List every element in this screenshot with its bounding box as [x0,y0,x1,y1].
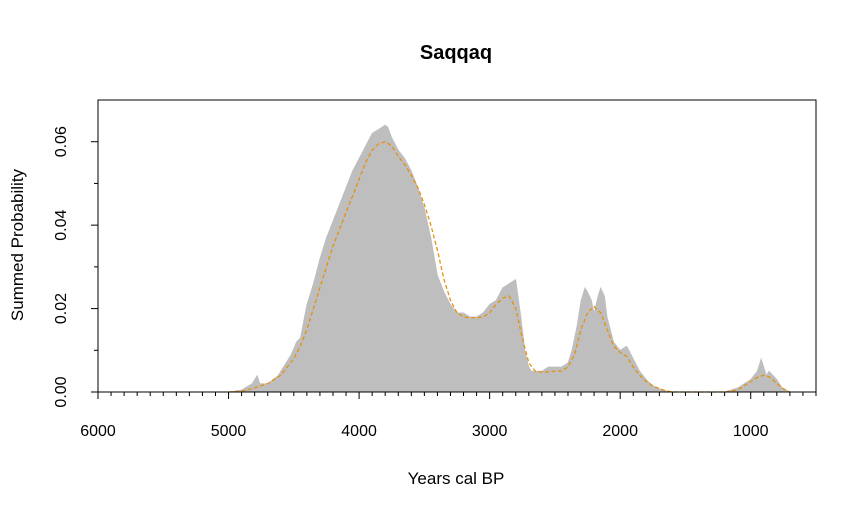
y-tick-label: 0.04 [53,209,70,240]
x-tick-label: 6000 [80,423,116,440]
chart-title: Saqqaq [420,42,492,64]
y-axis-label: Summed Probability [8,168,27,321]
x-tick-label: 4000 [341,423,377,440]
x-tick-label: 2000 [602,423,638,440]
x-tick-label: 1000 [733,423,769,440]
y-tick-label: 0.06 [53,126,70,157]
plot-area [97,99,817,393]
area-series [228,124,791,393]
y-tick-label: 0.00 [53,376,70,407]
series-area-0 [228,124,791,393]
x-axis: 6000 5000 4000 3000 2000 1000 [80,391,817,440]
x-tick-label: 3000 [472,423,508,440]
x-axis-label: Years cal BP [408,469,505,488]
x-tick-label: 5000 [211,423,247,440]
y-axis: 0.00 0.02 0.04 0.06 [53,126,99,408]
y-tick-label: 0.02 [53,293,70,324]
